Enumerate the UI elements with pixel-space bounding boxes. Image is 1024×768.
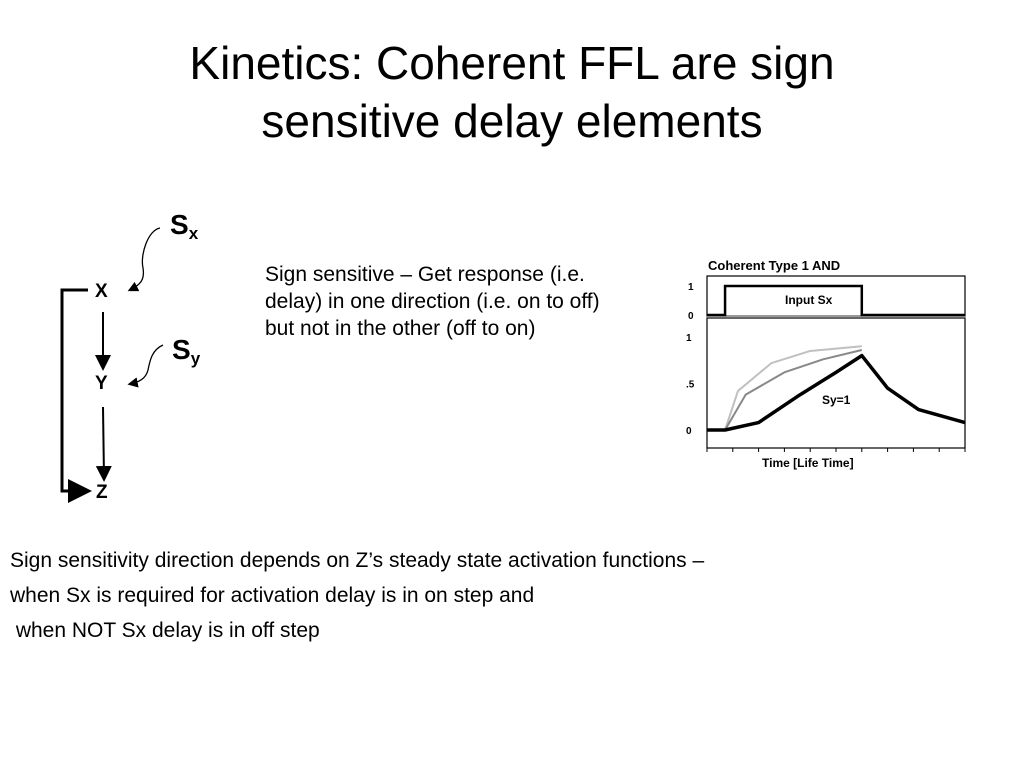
input-series-line — [707, 284, 965, 317]
slide-title: Kinetics: Coherent FFL are sign sensitiv… — [0, 34, 1024, 150]
footer-text: Sign sensitivity direction depends on Z’… — [10, 543, 1000, 648]
response-series-2 — [707, 345, 862, 431]
response-y-tick-0: 0 — [686, 426, 692, 437]
signal-sy-sub: y — [190, 349, 201, 368]
footer-line-1: Sign sensitivity direction depends on Z’… — [10, 549, 705, 572]
input-label: Input Sx — [785, 293, 833, 307]
signal-sx: Sx — [170, 209, 198, 244]
chart-xlabel: Time [Life Time] — [762, 456, 854, 470]
response-y-tick-1: 1 — [686, 333, 692, 344]
chart-title: Coherent Type 1 AND — [708, 258, 840, 273]
signal-sy-main: S — [172, 334, 191, 365]
title-line-2: sensitive delay elements — [261, 95, 763, 147]
node-z: Z — [96, 482, 108, 503]
input-y-tick-0: 0 — [688, 311, 694, 322]
response-annotation: Sy=1 — [822, 393, 851, 407]
edge-x-z — [60, 288, 92, 503]
footer-line-3: when NOT Sx delay is in off step — [10, 619, 320, 642]
sy-arrow — [127, 344, 164, 388]
title-line-1: Kinetics: Coherent FFL are sign — [189, 37, 835, 89]
edge-y-z — [95, 406, 112, 482]
node-y: Y — [95, 373, 108, 394]
sx-arrow — [127, 227, 161, 292]
response-series-0 — [707, 353, 966, 432]
input-panel-frame — [706, 275, 966, 317]
node-x: X — [95, 281, 108, 302]
signal-sx-sub: x — [188, 224, 199, 243]
input-y-tick-1: 1 — [688, 282, 694, 293]
response-series-1 — [707, 349, 863, 431]
response-y-tick-.5: .5 — [686, 380, 695, 391]
sign-sensitive-note: Sign sensitive – Get response (i.e. dela… — [265, 263, 600, 340]
footer-line-2: when Sx is required for activation delay… — [10, 584, 535, 607]
response-panel-frame — [706, 317, 966, 449]
signal-sx-main: S — [170, 209, 189, 240]
signal-sy: Sy — [172, 334, 200, 369]
